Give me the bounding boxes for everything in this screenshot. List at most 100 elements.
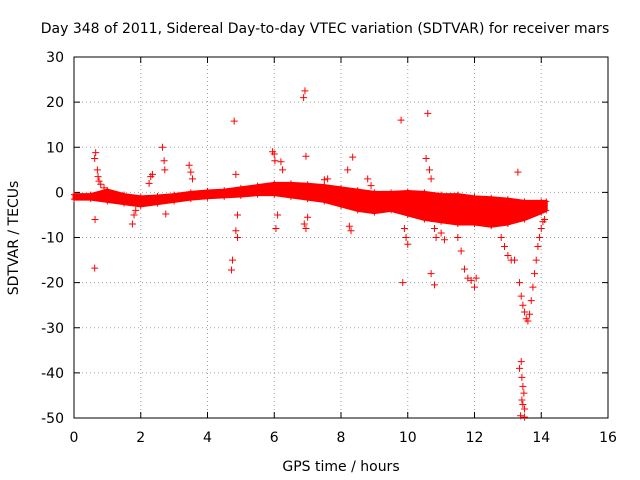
y-axis-label: SDTVAR / TECUs — [6, 181, 22, 296]
data-point — [145, 179, 153, 187]
data-point — [234, 234, 242, 241]
data-point — [128, 220, 136, 228]
data-point — [228, 266, 236, 274]
data-point — [91, 264, 99, 272]
data-point — [517, 412, 525, 420]
band-edge-point — [321, 182, 328, 189]
data-point — [229, 256, 237, 264]
data-point — [272, 224, 280, 232]
data-point — [531, 270, 539, 278]
x-tick-label: 6 — [270, 430, 279, 446]
band-edge-point — [287, 180, 294, 187]
x-tick-label: 16 — [599, 430, 617, 446]
band-edge-point — [321, 198, 328, 205]
band-edge-point — [154, 200, 161, 207]
data-point — [399, 279, 407, 287]
band-edge-point — [221, 193, 228, 200]
band-edge-point — [471, 193, 478, 200]
band-edge-point — [371, 189, 378, 196]
band-edge-point — [454, 191, 461, 198]
data-point — [518, 373, 526, 381]
data-point — [519, 382, 527, 390]
band-edge-point — [404, 188, 411, 195]
y-tick-label: -10 — [41, 231, 64, 247]
data-point — [430, 281, 438, 289]
data-point — [511, 256, 519, 264]
band-edge-point — [187, 189, 194, 196]
band-edge-point — [221, 187, 228, 194]
data-point — [529, 283, 537, 291]
band-edge-point — [521, 198, 528, 205]
data-point — [516, 364, 524, 372]
band-edge-point — [171, 191, 178, 198]
x-tick-label: 4 — [203, 430, 212, 446]
data-point — [91, 215, 99, 223]
band-edge-point — [287, 193, 294, 200]
band-edge-point — [204, 188, 211, 195]
data-point — [527, 297, 535, 305]
band-edge-point — [388, 207, 395, 214]
data-point — [234, 211, 242, 219]
grid — [74, 57, 608, 418]
band-edge-point — [137, 202, 144, 209]
data-point — [432, 234, 440, 241]
data-point — [188, 175, 196, 183]
data-point — [324, 175, 332, 183]
band-edge-point — [538, 198, 545, 205]
y-tick-label: -30 — [41, 321, 64, 337]
band-edge-point — [271, 191, 278, 198]
data-point — [534, 243, 542, 251]
data-point — [504, 252, 512, 260]
x-tick-label: 10 — [399, 430, 417, 446]
data-point — [460, 265, 468, 273]
data-point — [130, 211, 138, 219]
x-tick-label: 12 — [466, 430, 484, 446]
dense-data-band — [71, 180, 550, 230]
data-point — [148, 170, 156, 178]
data-point — [364, 175, 372, 183]
data-point — [300, 94, 308, 102]
data-point — [501, 243, 509, 251]
y-tick-label: -50 — [41, 411, 64, 427]
y-tick-label: 10 — [46, 140, 64, 156]
band-edge-point — [504, 196, 511, 203]
band-edge-point — [538, 209, 545, 216]
band-edge-point — [371, 209, 378, 216]
data-point — [345, 222, 353, 230]
band-edge-point — [338, 184, 344, 191]
data-point — [94, 173, 102, 181]
data-point — [270, 150, 278, 158]
data-point — [430, 224, 438, 232]
data-point — [518, 396, 526, 404]
x-tick-label: 2 — [136, 430, 145, 446]
data-point — [440, 236, 448, 244]
data-point — [521, 405, 529, 413]
band-edge-point — [254, 182, 261, 189]
data-point — [274, 211, 282, 219]
band-edge-point — [237, 184, 244, 191]
y-tick-label: 20 — [46, 95, 64, 111]
data-point — [519, 400, 527, 408]
band-edge-point — [488, 223, 495, 230]
data-point — [517, 292, 525, 300]
data-point — [160, 157, 168, 165]
data-point — [100, 184, 108, 192]
x-tick-label: 14 — [532, 430, 550, 446]
y-tick-label: -40 — [41, 366, 64, 382]
data-point — [524, 317, 532, 325]
data-point — [187, 168, 195, 176]
band-edge-point — [71, 196, 77, 203]
band-edge-point — [354, 187, 361, 194]
data-point — [302, 152, 310, 160]
band-edge-point — [438, 191, 445, 198]
band-edge-point — [421, 216, 428, 223]
data-point — [402, 234, 410, 241]
x-axis-label: GPS time / hours — [282, 459, 399, 475]
data-point — [230, 117, 238, 125]
data-point — [427, 270, 435, 278]
band-edge-point — [521, 216, 528, 223]
data-point — [454, 234, 462, 241]
band-edge-point — [254, 191, 261, 198]
band-edge-point — [171, 198, 178, 205]
band-edge-point — [404, 211, 411, 218]
